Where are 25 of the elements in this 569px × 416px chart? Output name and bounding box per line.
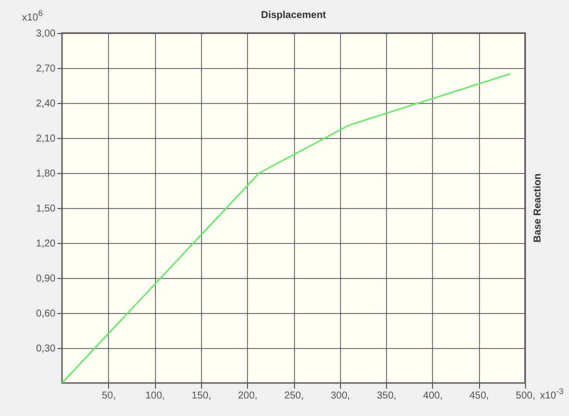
x-tick-label: 150, [192, 390, 212, 402]
y-axis-title: Base Reaction [532, 174, 544, 242]
y-tick-label: 0,90 [36, 274, 56, 284]
y-tick-label: 2,70 [36, 64, 56, 74]
y-tick-label: 2,10 [36, 134, 56, 144]
y-tick-label: 1,50 [36, 204, 56, 214]
x-tick-label: 50, [102, 390, 116, 402]
x-tick-label: 250, [284, 390, 304, 402]
text: x10$^{6}$ [22, 8, 43, 24]
y-tick-label: 1,80 [36, 168, 56, 180]
y-tick-label: 2,40 [36, 98, 56, 110]
y-tick-label: 1,20 [36, 238, 56, 250]
text: x10$^{-3}$ [540, 386, 564, 402]
y-tick-label: 0,30 [36, 344, 56, 354]
y-tick-label: 0,60 [36, 308, 56, 320]
x-tick-label: 450, [469, 390, 489, 402]
y-tick-label: 3,00 [36, 28, 56, 40]
line-series [62, 73, 511, 383]
chart-title: Displacement [260, 10, 327, 21]
x-tick-label: 300, [330, 390, 350, 402]
x-tick-label: 500, [516, 390, 536, 402]
x-tick-label: 200, [238, 390, 258, 402]
x-tick-label: 100, [145, 390, 165, 402]
x-tick-label: 350, [376, 390, 396, 402]
x-tick-label: 400, [423, 390, 443, 402]
